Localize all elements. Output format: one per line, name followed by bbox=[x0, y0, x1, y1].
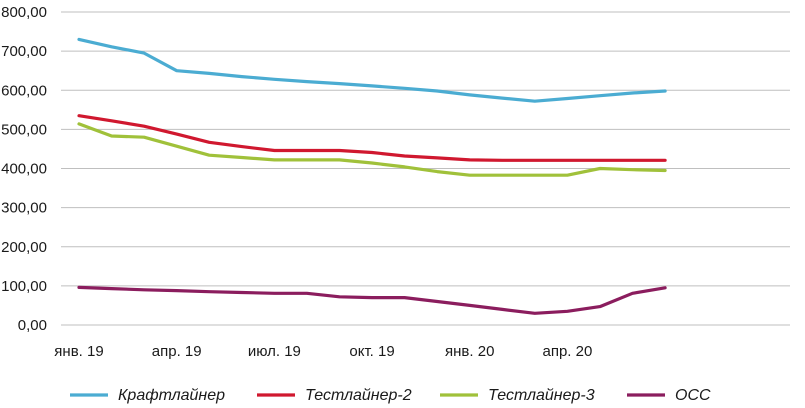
x-tick-label: апр. 19 bbox=[152, 343, 202, 360]
legend: Крафтлайнер Тестлайнер-2 Тестлайнер-3 ОСС bbox=[70, 387, 711, 404]
series-line-3 bbox=[77, 122, 667, 177]
gridlines bbox=[61, 11, 790, 287]
legend-label: Крафтлайнер bbox=[118, 387, 225, 404]
y-tick-label: 700,00 bbox=[1, 43, 47, 60]
legend-label: Тестлайнер-2 bbox=[305, 387, 412, 404]
legend-label: ОСС bbox=[675, 387, 711, 404]
y-axis-ticks: 0,00 100,00 200,00 300,00 400,00 500,00 600,00… bbox=[1, 4, 47, 334]
y-tick-label: 0,00 bbox=[18, 317, 47, 334]
series-line-4 bbox=[77, 285, 667, 315]
y-tick-label: 500,00 bbox=[1, 121, 47, 138]
y-tick-label: 300,00 bbox=[1, 200, 47, 217]
x-tick-label: янв. 19 bbox=[54, 343, 103, 360]
x-tick-label: окт. 19 bbox=[349, 343, 394, 360]
series-lines bbox=[77, 37, 667, 315]
legend-label: Тестлайнер-3 bbox=[488, 387, 595, 404]
x-axis-ticks: янв. 19 апр. 19 июл. 19 окт. 19 янв. 20 апр. … bbox=[54, 343, 592, 360]
x-tick-label: апр. 20 bbox=[542, 343, 592, 360]
x-tick-label: янв. 20 bbox=[445, 343, 494, 360]
series-line-1 bbox=[77, 37, 667, 103]
y-tick-label: 800,00 bbox=[1, 4, 47, 21]
y-tick-label: 200,00 bbox=[1, 239, 47, 256]
x-tick-label: июл. 19 bbox=[248, 343, 301, 360]
y-tick-label: 400,00 bbox=[1, 161, 47, 178]
y-tick-label: 100,00 bbox=[1, 278, 47, 295]
series-line-2 bbox=[77, 114, 667, 162]
y-tick-label: 600,00 bbox=[1, 82, 47, 99]
